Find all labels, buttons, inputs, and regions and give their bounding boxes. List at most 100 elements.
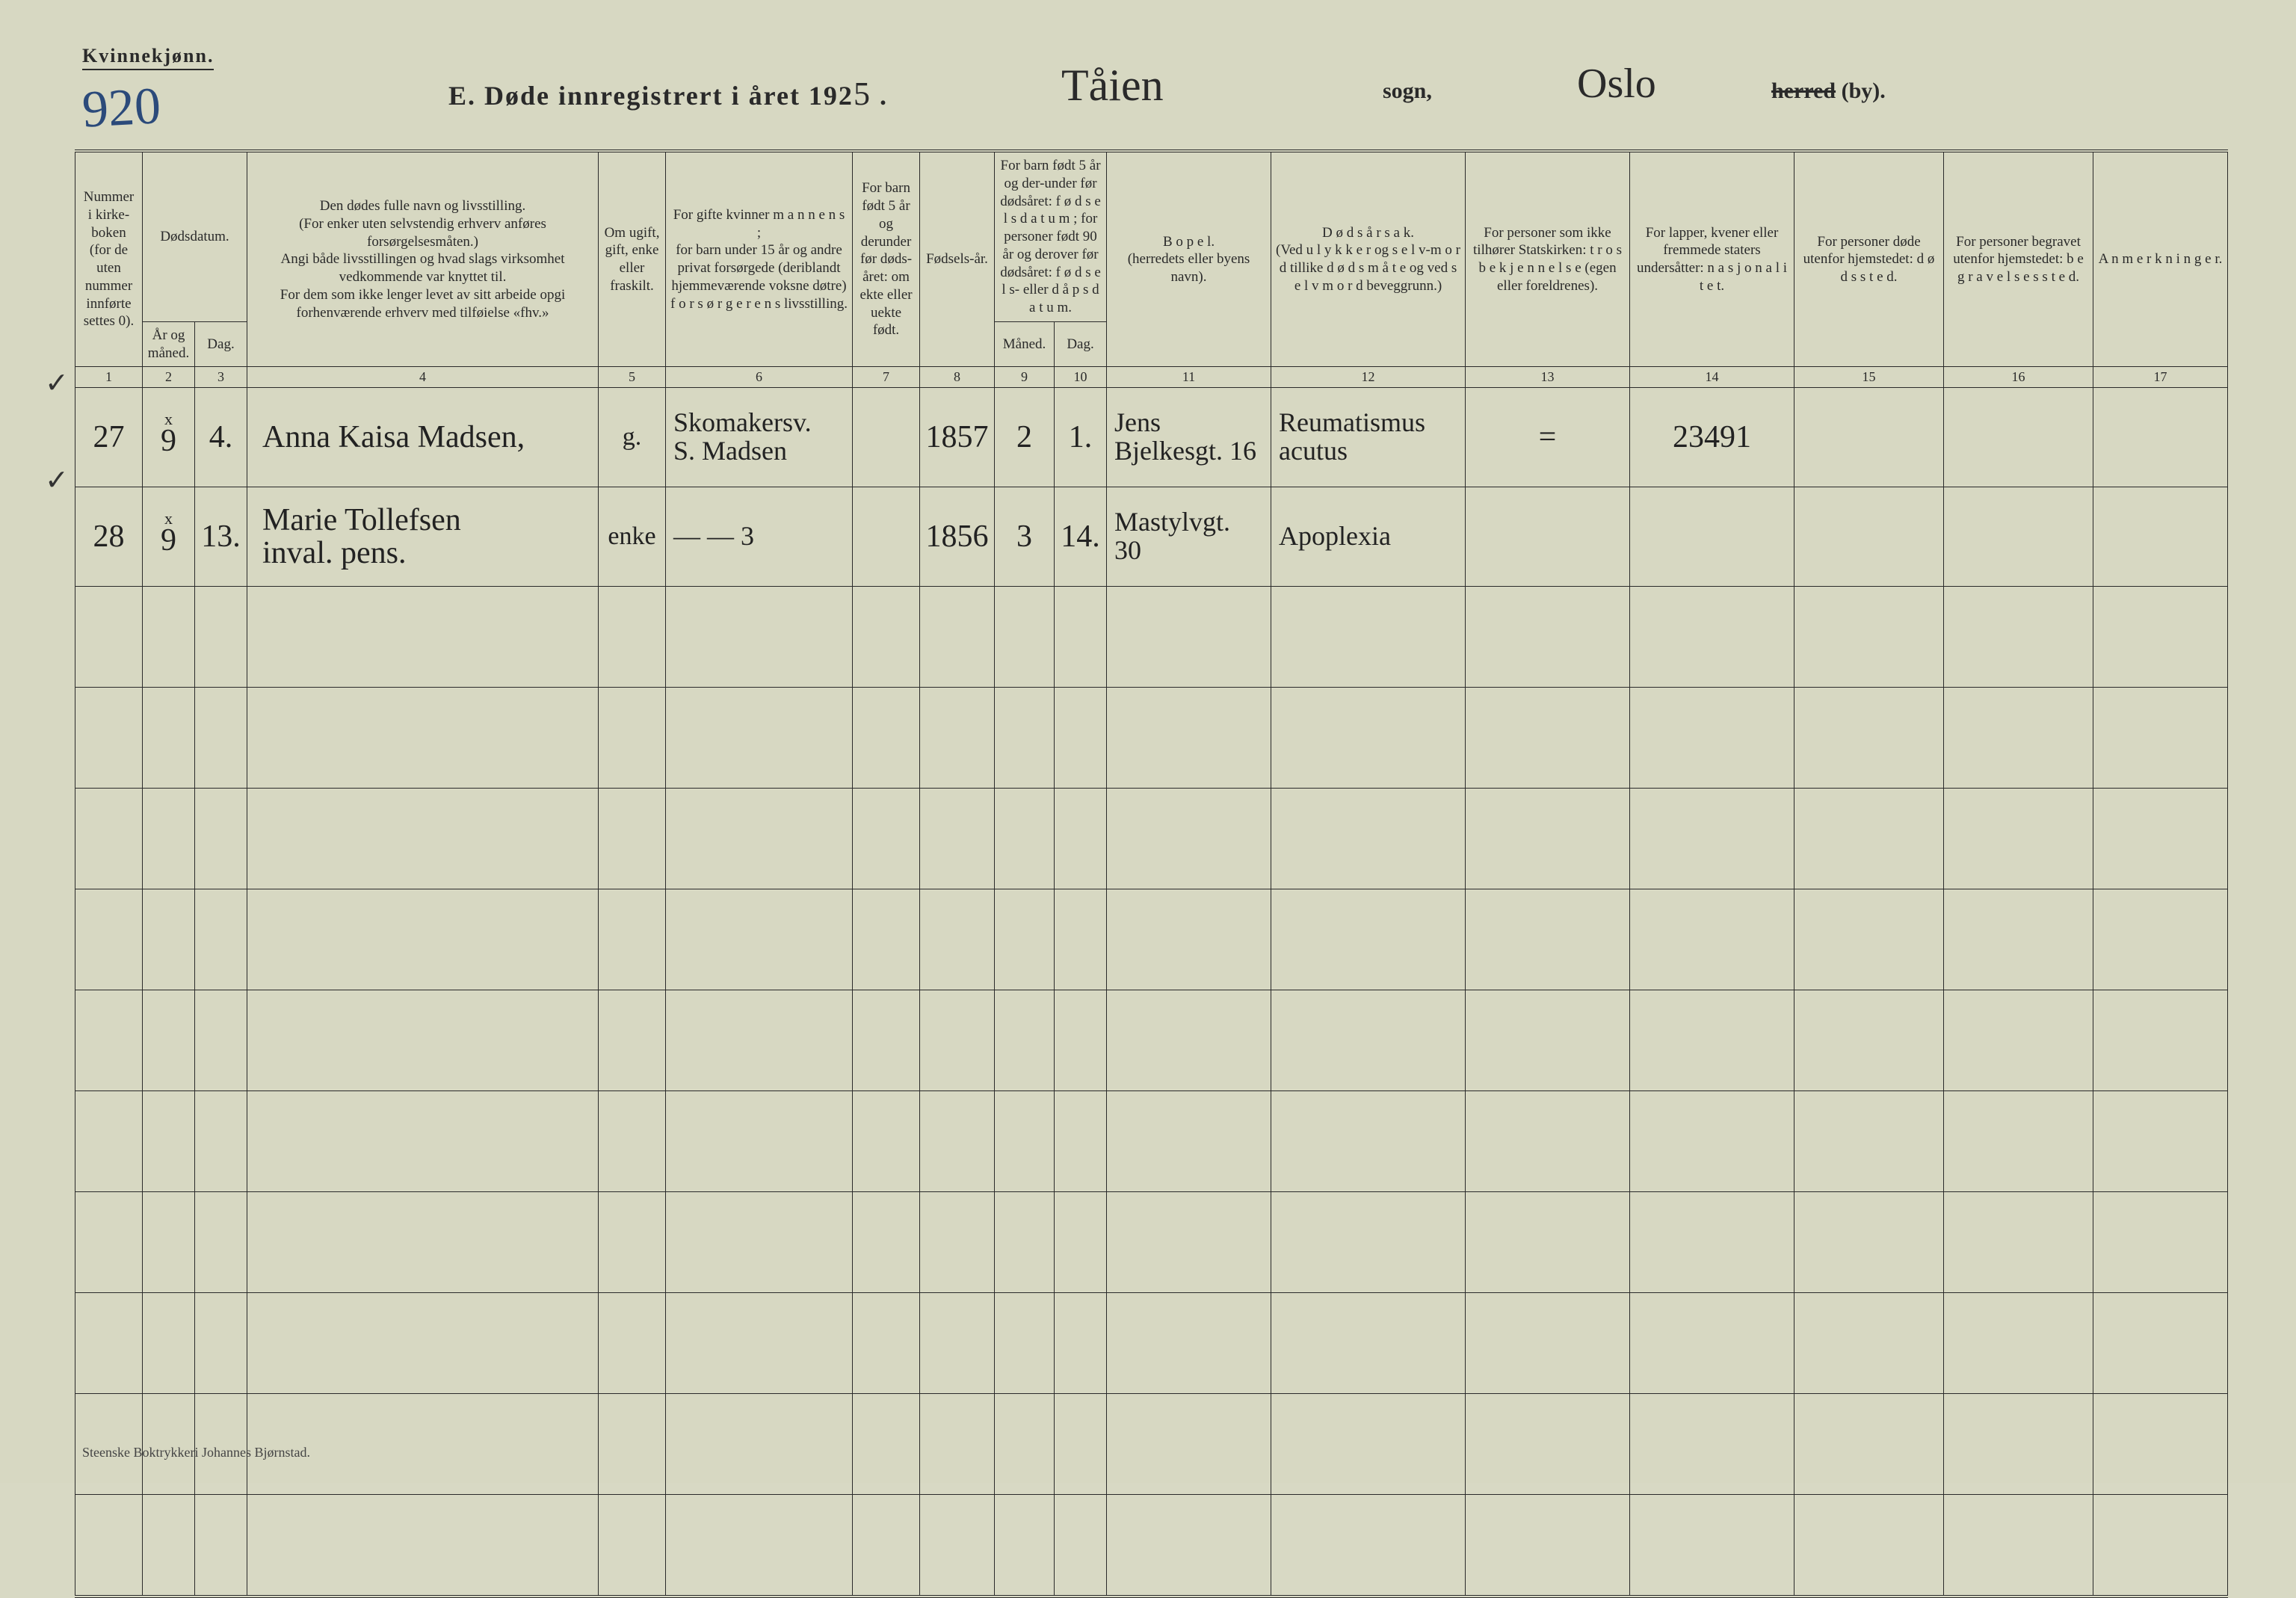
cell: [2093, 990, 2228, 1090]
col-header: For lapper, kvener eller fremmede stater…: [1630, 151, 1794, 367]
cell: [599, 788, 666, 889]
cell: [1794, 788, 1944, 889]
cell: [1055, 1191, 1107, 1292]
cell: [1794, 1494, 1944, 1597]
cell: [920, 1090, 995, 1191]
cell: [920, 1494, 995, 1597]
cell: [2093, 487, 2228, 586]
cell: [1794, 1393, 1944, 1494]
cell: [1944, 487, 2093, 586]
cell: [995, 1090, 1055, 1191]
margin-tick: ✓: [45, 463, 69, 497]
col-number: 15: [1794, 367, 1944, 388]
cell: 14.: [1055, 487, 1107, 586]
cell: [995, 687, 1055, 788]
cell: Mastylvgt. 30: [1107, 487, 1271, 586]
cell: [1630, 1494, 1794, 1597]
cell: [2093, 586, 2228, 687]
cell: [247, 1191, 599, 1292]
page-number-handwritten: 920: [81, 76, 162, 140]
cell: [1107, 1393, 1271, 1494]
cell: [1271, 1393, 1466, 1494]
col-subheader: Måned.: [995, 321, 1055, 367]
form-title: E. Døde innregistrert i året 1925 .: [448, 75, 888, 113]
table-row: [75, 1494, 2228, 1597]
cell: [2093, 1090, 2228, 1191]
cell: [75, 889, 143, 990]
col-number: 13: [1466, 367, 1630, 388]
cell: Jens Bjelkesgt. 16: [1107, 387, 1271, 487]
col-header: For personer som ikke tilhører Statskirk…: [1466, 151, 1630, 367]
cell: [1107, 889, 1271, 990]
cell: [1466, 1090, 1630, 1191]
cell: [247, 1090, 599, 1191]
cell: [1630, 586, 1794, 687]
parish-handwritten: Tåien: [1061, 60, 1164, 111]
cell: [920, 687, 995, 788]
cell: [247, 687, 599, 788]
cell: [1107, 990, 1271, 1090]
cell: [75, 788, 143, 889]
cell: [666, 1494, 853, 1597]
cell: [247, 1393, 599, 1494]
cell: [853, 487, 920, 586]
margin-tick: ✓: [45, 366, 69, 400]
cell: [853, 586, 920, 687]
cell: [75, 1393, 143, 1494]
cell: Skomakersv. S. Madsen: [666, 387, 853, 487]
death-register-table: Nummer i kirke-boken (for de uten nummer…: [75, 149, 2228, 1598]
cell: [195, 1393, 247, 1494]
cell: [143, 586, 195, 687]
col-number: 11: [1107, 367, 1271, 388]
cell: [1794, 586, 1944, 687]
cell: [143, 788, 195, 889]
table-row: [75, 1393, 2228, 1494]
cell: [1944, 1191, 2093, 1292]
table-row: [75, 889, 2228, 990]
cell: [1630, 889, 1794, 990]
col-subheader: Dag.: [195, 321, 247, 367]
table-row: [75, 990, 2228, 1090]
cell: [853, 687, 920, 788]
cell: [666, 1393, 853, 1494]
cell: [920, 1191, 995, 1292]
col-subheader: Dag.: [1055, 321, 1107, 367]
cell: [1630, 1292, 1794, 1393]
cell: [1630, 1191, 1794, 1292]
cell: [995, 1393, 1055, 1494]
cell: [2093, 788, 2228, 889]
cell: [247, 1292, 599, 1393]
cell: g.: [599, 387, 666, 487]
cell: [1794, 687, 1944, 788]
table-row: [75, 1292, 2228, 1393]
title-prefix: E. Døde innregistrert i året 192: [448, 81, 854, 111]
cell: [666, 687, 853, 788]
cell: [1630, 788, 1794, 889]
cell: [599, 990, 666, 1090]
cell: [599, 687, 666, 788]
table-header: Nummer i kirke-boken (for de uten nummer…: [75, 151, 2228, 387]
col-header: For barn født 5 år og der-under før døds…: [995, 151, 1107, 321]
cell: [247, 788, 599, 889]
cell: [195, 889, 247, 990]
cell: [1055, 1393, 1107, 1494]
col-number: 2: [143, 367, 195, 388]
cell: Reumatismus acutus: [1271, 387, 1466, 487]
cell: [1794, 487, 1944, 586]
cell: [1055, 889, 1107, 990]
cell: [143, 1191, 195, 1292]
sogn-label: sogn,: [1383, 78, 1432, 104]
cell: [1107, 1292, 1271, 1393]
cell: [247, 990, 599, 1090]
cell: [1466, 1292, 1630, 1393]
cell: [920, 586, 995, 687]
cell: [2093, 687, 2228, 788]
col-header: For personer døde utenfor hjemstedet: d …: [1794, 151, 1944, 367]
cell: [853, 387, 920, 487]
cell: [1944, 1494, 2093, 1597]
cell: [1271, 1292, 1466, 1393]
col-header: A n m e r k n i n g e r.: [2093, 151, 2228, 367]
cell: [995, 1191, 1055, 1292]
cell: [1794, 990, 1944, 1090]
cell: [1944, 788, 2093, 889]
